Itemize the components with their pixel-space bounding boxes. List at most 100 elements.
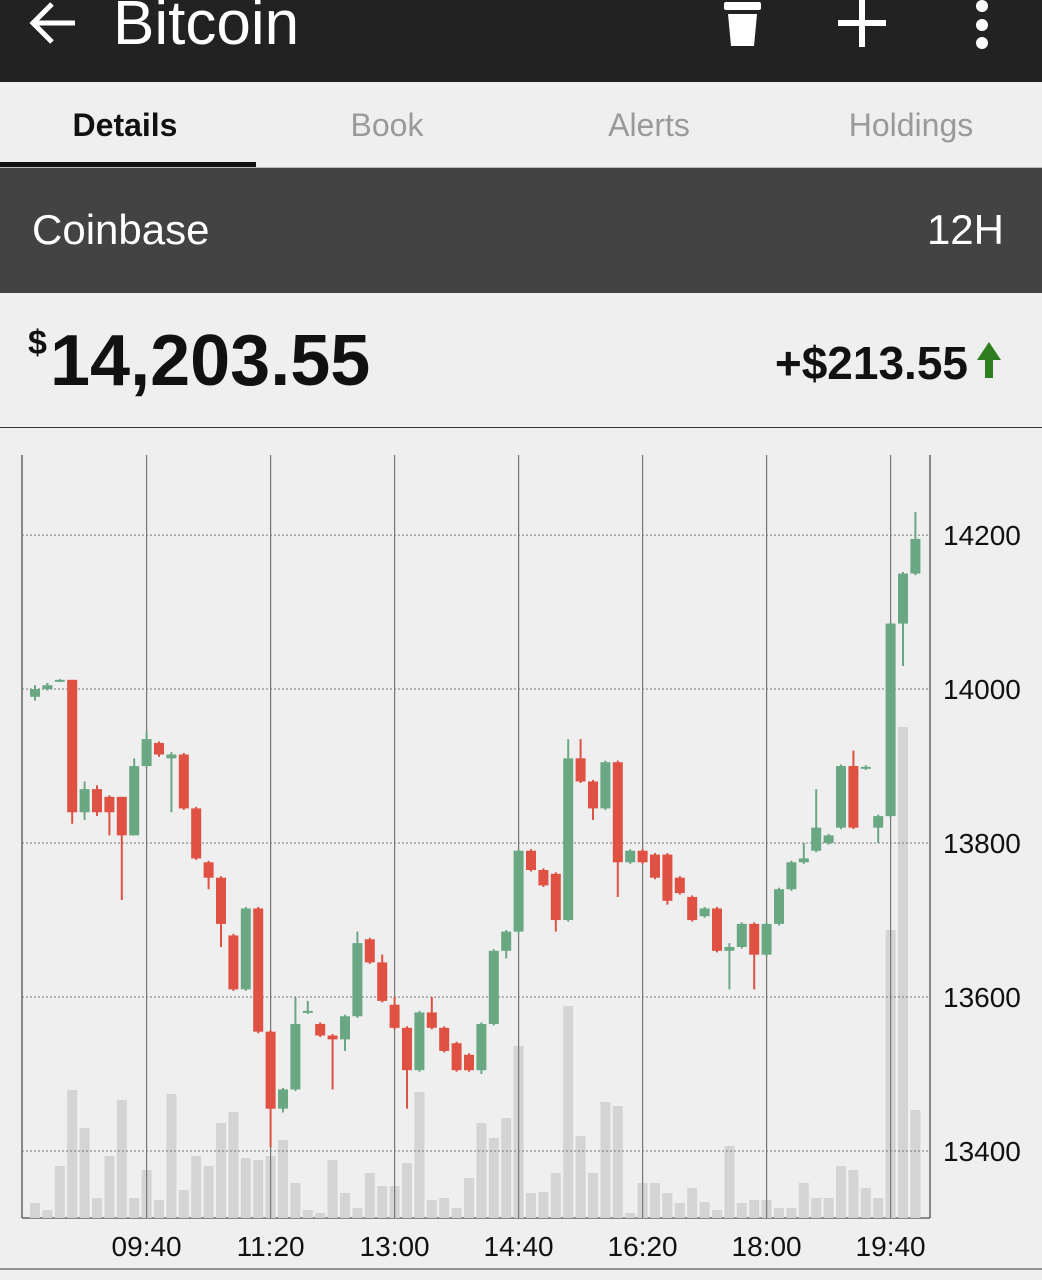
volume-bar	[600, 1102, 611, 1218]
y-tick-label: 13400	[943, 1136, 1021, 1167]
volume-bar	[823, 1198, 834, 1218]
volume-bar	[79, 1128, 90, 1218]
page-title: Bitcoin	[113, 0, 299, 58]
tab-bar: Details Book Alerts Holdings	[0, 83, 1042, 168]
candle-body	[885, 623, 896, 817]
volume-bar	[898, 727, 908, 1218]
x-tick-label: 16:20	[608, 1231, 678, 1262]
volume-bar	[674, 1203, 685, 1218]
candle-body	[910, 538, 921, 574]
candle-body	[550, 873, 561, 921]
candle-body	[340, 1016, 350, 1040]
up-arrow	[977, 342, 1001, 378]
candle-body	[674, 877, 685, 894]
volume-bar	[625, 1213, 636, 1218]
volume-bar	[315, 1213, 326, 1218]
candle-body	[637, 850, 648, 863]
candle-body	[42, 685, 53, 690]
volume-bar	[352, 1208, 363, 1218]
candle-body	[315, 1023, 326, 1036]
candle-body	[389, 1004, 400, 1028]
volume-bar	[588, 1173, 598, 1218]
volume-bar	[488, 1138, 499, 1218]
candle-body	[141, 739, 152, 767]
tab[interactable]: Details	[72, 107, 178, 143]
candle-body	[302, 1010, 313, 1013]
candle-body	[488, 950, 499, 1024]
volume-bar	[662, 1193, 673, 1218]
candle-body	[662, 854, 673, 901]
candle-body	[265, 1031, 276, 1109]
candle-body	[67, 679, 78, 813]
exchange-name[interactable]: Coinbase	[32, 206, 210, 253]
candle-body	[116, 796, 127, 836]
candle-body	[30, 689, 40, 697]
x-tick-label: 18:00	[732, 1231, 802, 1262]
candle-body	[54, 679, 65, 682]
volume-bar	[836, 1166, 846, 1218]
add-button[interactable]	[838, 0, 886, 47]
volume-bar	[538, 1192, 549, 1218]
period[interactable]: 12H	[926, 206, 1004, 253]
volume-bar	[687, 1188, 698, 1218]
y-tick-label: 13800	[943, 828, 1021, 859]
volume-bar	[203, 1166, 214, 1218]
chart: 13400 13600 13800 14000 14200 09:40 11:20 13:00…	[0, 455, 1042, 1270]
volume-bar	[364, 1173, 375, 1218]
tab[interactable]: Book	[350, 107, 424, 143]
back-button[interactable]	[29, 2, 75, 44]
app-bar: Bitcoin	[0, 0, 1042, 82]
volume-bar	[290, 1183, 301, 1218]
volume-bar	[191, 1156, 202, 1218]
price-row: $ 14,203.55 +$213.55	[0, 294, 1042, 428]
candle-body	[612, 762, 623, 863]
candle-body	[650, 854, 660, 878]
candle-body	[476, 1023, 487, 1071]
candle-body	[811, 827, 822, 851]
volume-bar	[92, 1198, 102, 1218]
volume-bar	[526, 1193, 536, 1218]
candle-body	[786, 862, 797, 890]
candle-body	[848, 766, 859, 828]
volume-bar	[612, 1106, 623, 1218]
candle-body	[439, 1027, 450, 1051]
volume-bar	[253, 1160, 264, 1218]
candle-body	[178, 754, 189, 809]
volume-bar	[575, 1136, 586, 1218]
volume-bar	[464, 1178, 474, 1218]
volume-bar	[166, 1094, 177, 1218]
volume-bar	[327, 1160, 338, 1218]
volume-bar	[42, 1210, 53, 1218]
tab[interactable]: Alerts	[608, 107, 690, 143]
candle-body	[798, 858, 809, 863]
volume-bar	[402, 1163, 412, 1218]
menu-button[interactable]	[976, 0, 988, 49]
candle-body	[513, 850, 524, 932]
candle-body	[451, 1043, 462, 1071]
x-tick-label: 14:40	[484, 1231, 554, 1262]
volume-bar	[736, 1203, 747, 1218]
candle-body	[402, 1027, 412, 1071]
candle-body	[166, 754, 177, 759]
currency-symbol: $	[28, 324, 47, 362]
volume-bar	[873, 1198, 884, 1218]
tab-indicator	[0, 162, 256, 167]
candle-body	[464, 1054, 474, 1071]
volume-bar	[414, 1092, 425, 1218]
candle-body	[228, 935, 239, 990]
candle-body	[104, 796, 115, 813]
price: 14,203.55	[50, 321, 371, 401]
candle-body	[823, 835, 834, 844]
candle-body	[699, 908, 710, 917]
exchange-bar: Coinbase 12H	[0, 168, 1042, 293]
x-tick-label: 13:00	[360, 1231, 430, 1262]
delete-button[interactable]	[724, 2, 761, 46]
tab[interactable]: Holdings	[848, 107, 974, 143]
candle-body	[575, 758, 586, 782]
volume-bar	[228, 1112, 239, 1218]
volume-bar	[798, 1183, 809, 1218]
candle-body	[79, 789, 90, 813]
volume-bar	[811, 1198, 822, 1218]
volume-bar	[699, 1202, 710, 1218]
